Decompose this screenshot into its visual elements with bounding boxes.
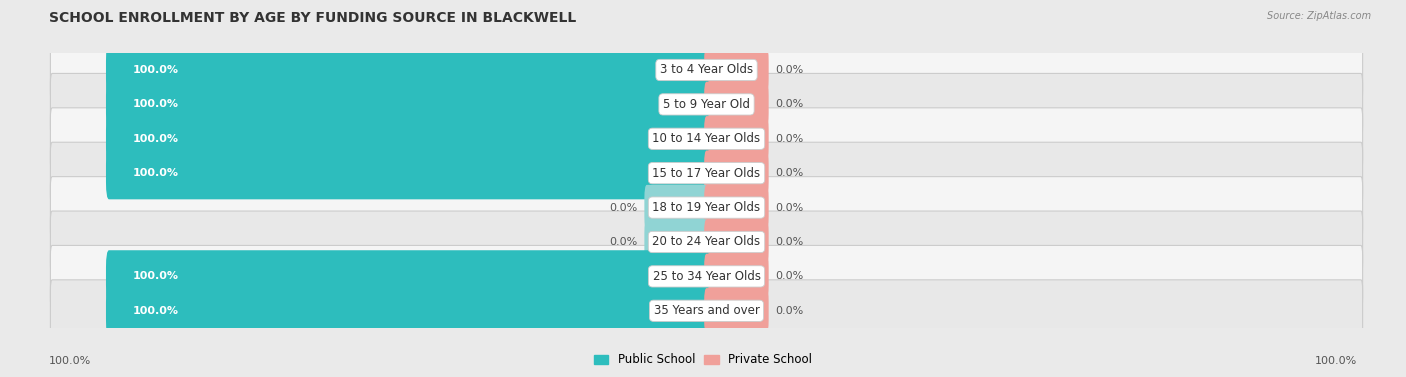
FancyBboxPatch shape [704,254,769,299]
FancyBboxPatch shape [644,219,709,265]
Text: 0.0%: 0.0% [775,168,803,178]
Text: 0.0%: 0.0% [775,306,803,316]
Text: 15 to 17 Year Olds: 15 to 17 Year Olds [652,167,761,180]
Text: 0.0%: 0.0% [775,271,803,281]
FancyBboxPatch shape [51,211,1362,273]
Text: 35 Years and over: 35 Years and over [654,304,759,317]
FancyBboxPatch shape [704,219,769,265]
Text: 100.0%: 100.0% [134,65,179,75]
Text: 0.0%: 0.0% [775,237,803,247]
Text: Source: ZipAtlas.com: Source: ZipAtlas.com [1267,11,1371,21]
Text: 0.0%: 0.0% [775,100,803,109]
FancyBboxPatch shape [704,116,769,161]
Text: 0.0%: 0.0% [775,202,803,213]
Text: SCHOOL ENROLLMENT BY AGE BY FUNDING SOURCE IN BLACKWELL: SCHOOL ENROLLMENT BY AGE BY FUNDING SOUR… [49,11,576,25]
FancyBboxPatch shape [105,285,710,337]
Text: 20 to 24 Year Olds: 20 to 24 Year Olds [652,236,761,248]
Text: 100.0%: 100.0% [134,100,179,109]
FancyBboxPatch shape [51,176,1362,239]
FancyBboxPatch shape [51,142,1362,204]
Text: 100.0%: 100.0% [49,356,91,366]
FancyBboxPatch shape [105,113,710,165]
Text: 0.0%: 0.0% [610,202,638,213]
Text: 18 to 19 Year Olds: 18 to 19 Year Olds [652,201,761,214]
Text: 5 to 9 Year Old: 5 to 9 Year Old [664,98,749,111]
Text: 0.0%: 0.0% [775,65,803,75]
FancyBboxPatch shape [105,250,710,302]
FancyBboxPatch shape [51,245,1362,307]
Text: 100.0%: 100.0% [134,168,179,178]
Text: 100.0%: 100.0% [134,271,179,281]
FancyBboxPatch shape [51,108,1362,170]
FancyBboxPatch shape [704,47,769,93]
Text: 10 to 14 Year Olds: 10 to 14 Year Olds [652,132,761,145]
FancyBboxPatch shape [704,82,769,127]
Legend: Public School, Private School: Public School, Private School [589,349,817,371]
FancyBboxPatch shape [704,185,769,230]
Text: 3 to 4 Year Olds: 3 to 4 Year Olds [659,63,754,77]
FancyBboxPatch shape [704,150,769,196]
FancyBboxPatch shape [105,44,710,96]
Text: 100.0%: 100.0% [1315,356,1357,366]
FancyBboxPatch shape [105,147,710,199]
FancyBboxPatch shape [51,39,1362,101]
Text: 100.0%: 100.0% [134,134,179,144]
FancyBboxPatch shape [105,78,710,130]
FancyBboxPatch shape [51,74,1362,135]
Text: 0.0%: 0.0% [610,237,638,247]
Text: 25 to 34 Year Olds: 25 to 34 Year Olds [652,270,761,283]
Text: 100.0%: 100.0% [134,306,179,316]
FancyBboxPatch shape [704,288,769,334]
FancyBboxPatch shape [51,280,1362,342]
Text: 0.0%: 0.0% [775,134,803,144]
FancyBboxPatch shape [644,185,709,230]
